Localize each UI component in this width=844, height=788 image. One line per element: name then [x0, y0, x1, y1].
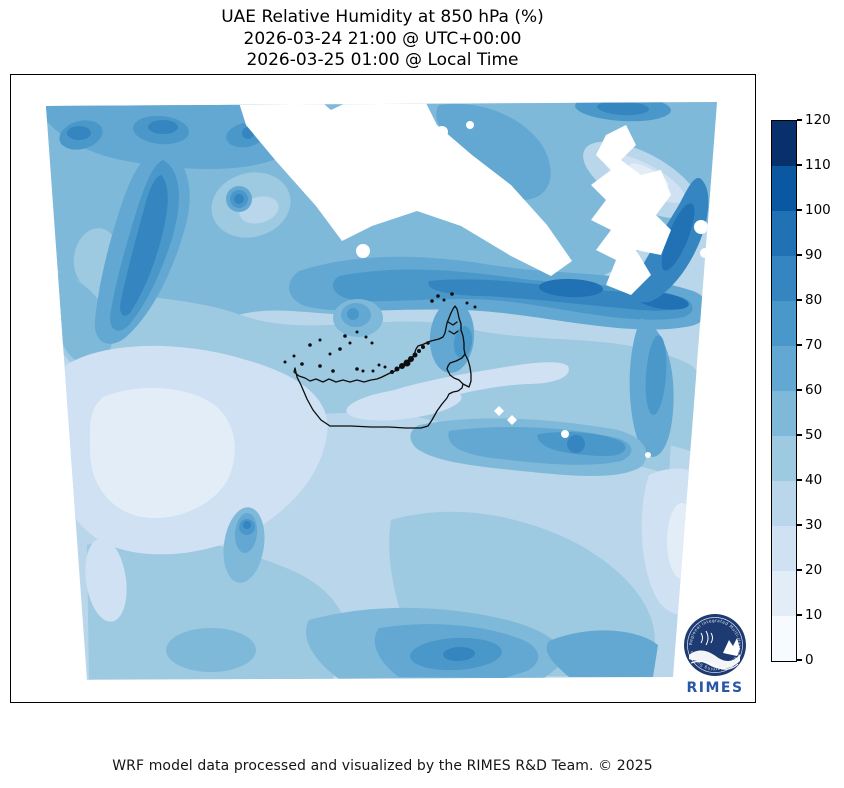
title-line-3: 2026-03-25 01:00 @ Local Time	[246, 50, 519, 70]
plot-title: UAE Relative Humidity at 850 hPa (%) 202…	[0, 7, 765, 72]
colorbar-tick	[797, 389, 802, 391]
colorbar-tick	[797, 524, 802, 526]
colorbar-segment	[772, 571, 796, 616]
colorbar-tick	[797, 659, 802, 661]
masked-terrain-regions	[236, 102, 710, 458]
colorbar-segment	[772, 121, 796, 166]
colorbar-segment	[772, 301, 796, 346]
contour-level-50	[48, 270, 256, 672]
title-line-1: UAE Relative Humidity at 850 hPa (%)	[221, 7, 544, 27]
colorbar-tick	[797, 434, 802, 436]
colorbar-tick-label: 0	[805, 652, 814, 668]
rimes-logo: Regional Integrated Multi-Hazard Early W…	[679, 611, 751, 696]
colorbar-tick	[797, 299, 802, 301]
colorbar-tick	[797, 344, 802, 346]
colorbar	[771, 120, 797, 662]
rimes-wordmark: RIMES	[686, 680, 744, 696]
colorbar-segment	[772, 391, 796, 436]
wave-line-icon	[690, 660, 739, 670]
colorbar-segment	[772, 211, 796, 256]
island-dots	[283, 292, 477, 373]
contour-midright-band	[410, 418, 647, 476]
colorbar-tick-label: 20	[805, 562, 823, 578]
colorbar-segment	[772, 616, 796, 661]
colorbar-tick	[797, 164, 802, 166]
colorbar-segment	[772, 481, 796, 526]
colorbar-tick	[797, 569, 802, 571]
colorbar-tick-label: 70	[805, 337, 823, 353]
colorbar-tick-label: 50	[805, 427, 823, 443]
colorbar-tick-label: 10	[805, 607, 823, 623]
colorbar-segment	[772, 526, 796, 571]
contour-central-dark-band	[289, 102, 709, 457]
rimes-logo-badge: Regional Integrated Multi-Hazard Early W…	[684, 614, 746, 676]
colorbar-tick-label: 60	[805, 382, 823, 398]
ocean-wave-icon	[689, 650, 740, 669]
colorbar-tick	[797, 119, 802, 121]
colorbar-segment	[772, 436, 796, 481]
contour-fill-layers	[46, 102, 717, 680]
colorbar-tick-label: 40	[805, 472, 823, 488]
mountain-goat-icon	[723, 638, 740, 656]
contour-light-regions	[56, 345, 712, 616]
colorbar-tick-label: 120	[805, 112, 831, 128]
signal-waves-icon	[700, 630, 713, 646]
humidity-contour-map	[46, 102, 717, 680]
title-line-2: 2026-03-24 21:00 @ UTC+00:00	[243, 28, 522, 49]
colorbar-segments	[772, 121, 796, 661]
colorbar-tick-label: 80	[805, 292, 823, 308]
coastal-urban-blobs	[390, 341, 430, 374]
colorbar-tick-label: 100	[805, 202, 831, 218]
colorbar-tick	[797, 479, 802, 481]
colorbar-tick-label: 30	[805, 517, 823, 533]
map-axes: Regional Integrated Multi-Hazard Early W…	[10, 74, 756, 703]
footer-credit: WRF model data processed and visualized …	[112, 758, 653, 774]
contour-small-spots	[223, 299, 475, 583]
colorbar-tick	[797, 209, 802, 211]
colorbar-segment	[772, 166, 796, 211]
colorbar-tick-label: 90	[805, 247, 823, 263]
colorbar-tick	[797, 614, 802, 616]
contour-topleft-dark	[46, 102, 303, 344]
colorbar-tick	[797, 254, 802, 256]
colorbar-segment	[772, 256, 796, 301]
uae-boundary	[293, 305, 472, 429]
colorbar-tick-label: 110	[805, 157, 831, 173]
contour-bottom-dark	[305, 607, 658, 679]
colorbar-segment	[772, 346, 796, 391]
